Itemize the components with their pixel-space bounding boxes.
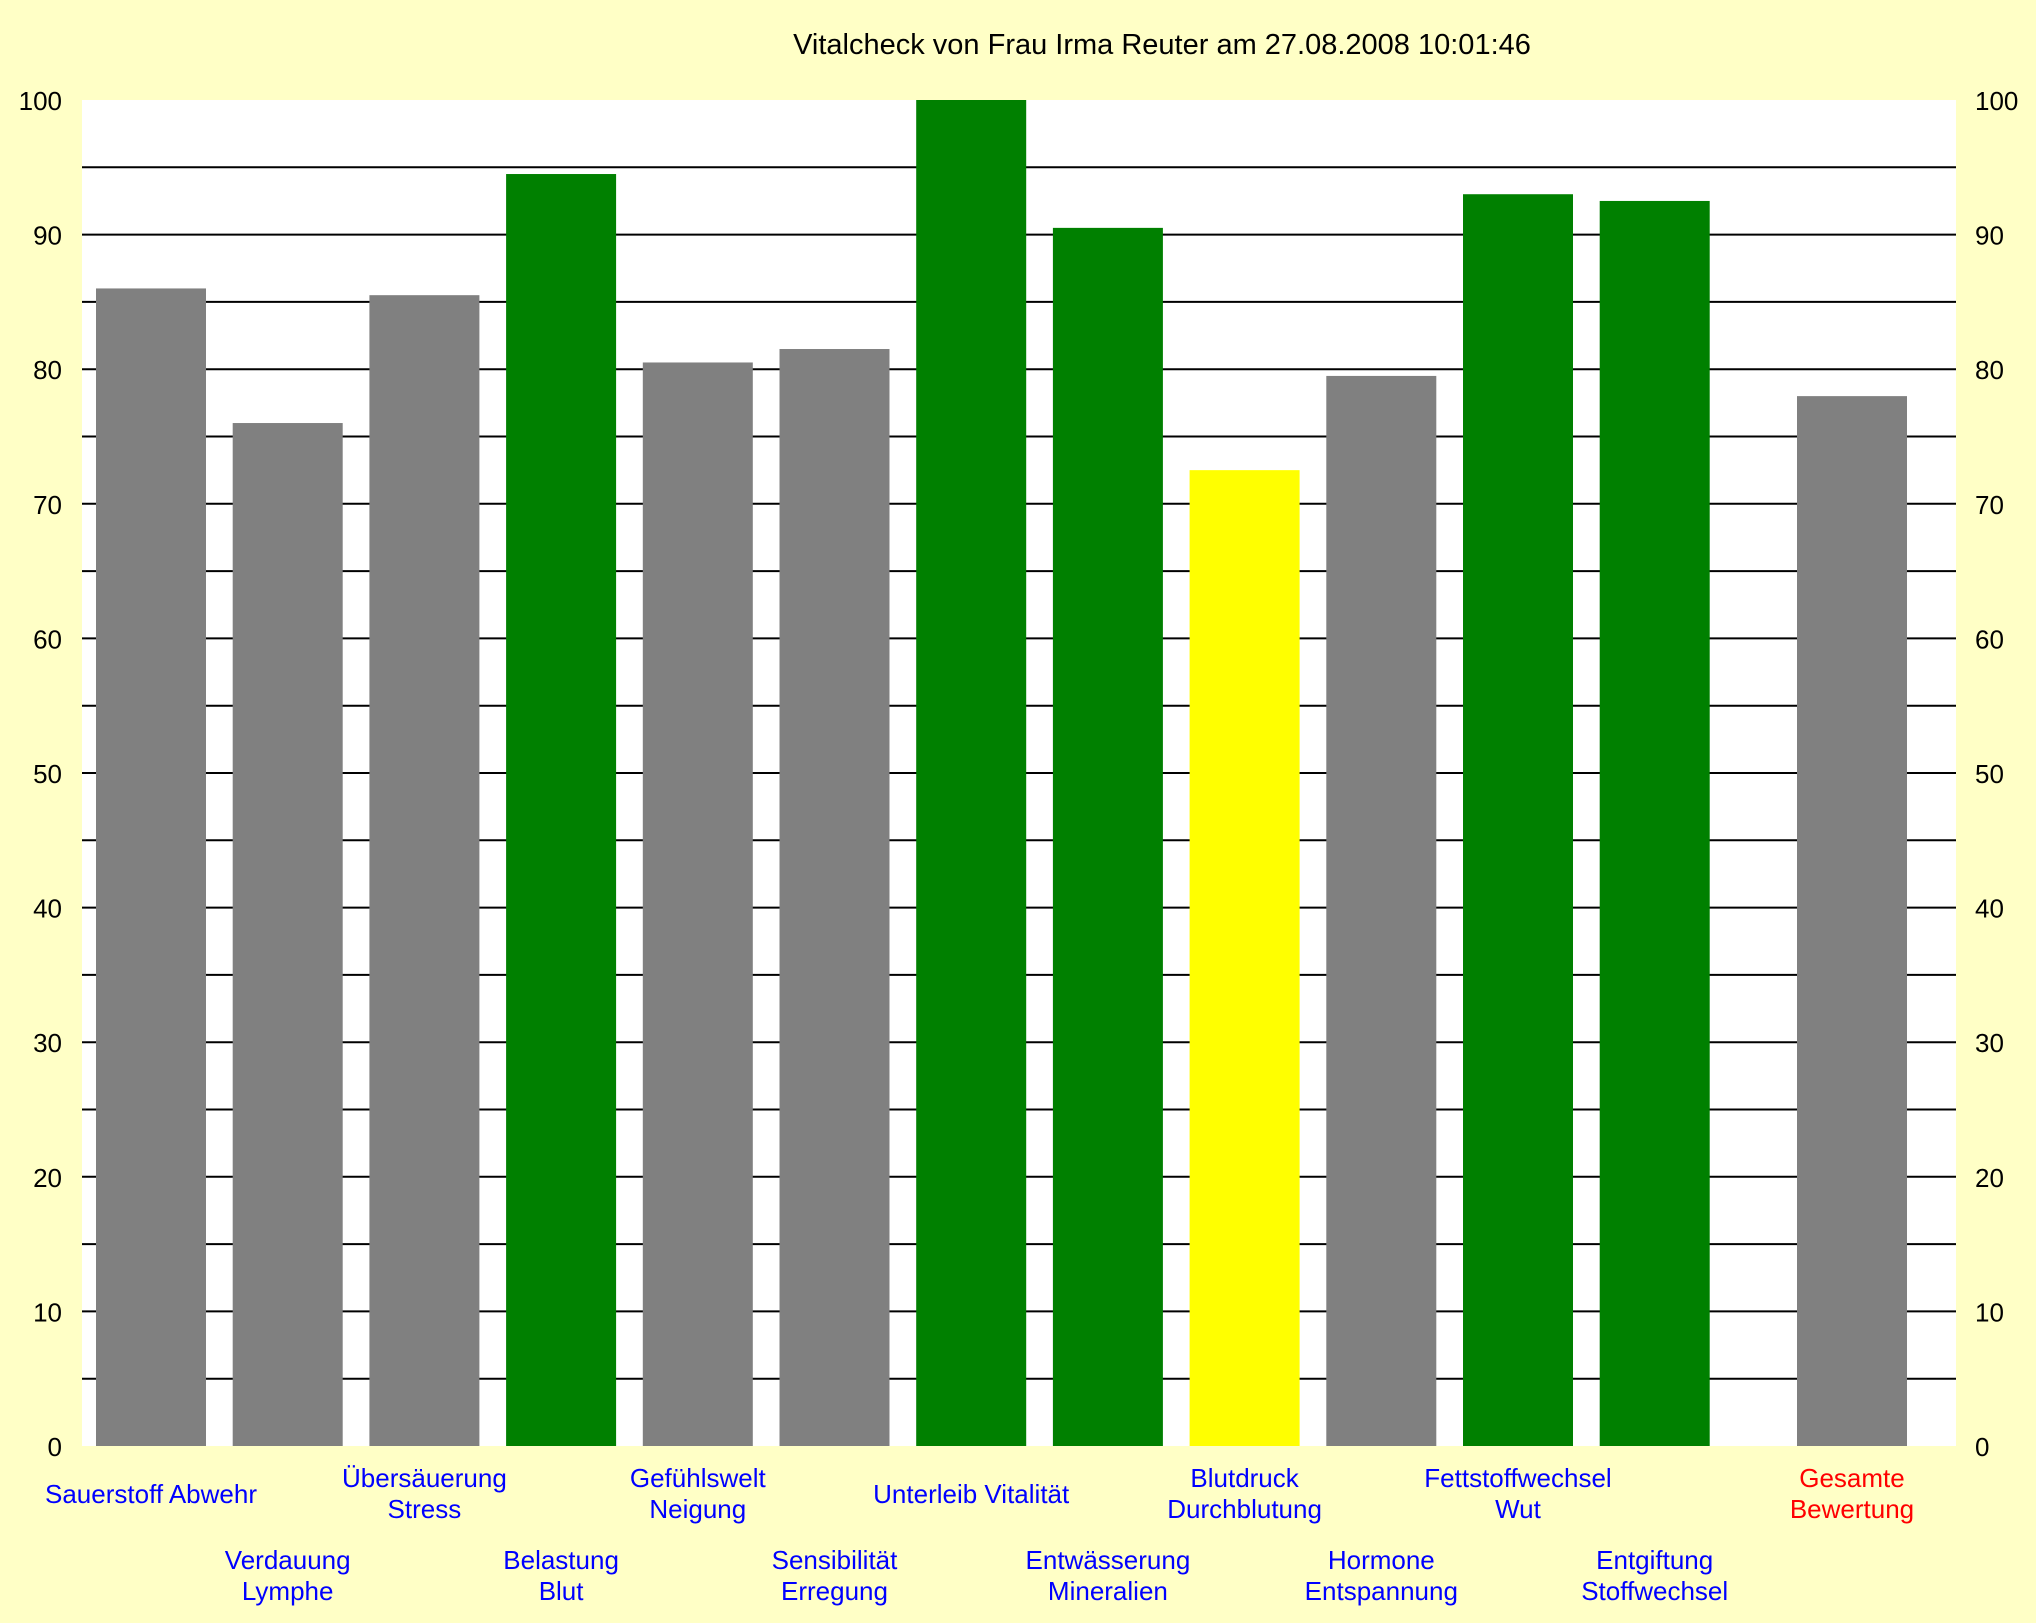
y-tick-label: 0 <box>48 1432 62 1462</box>
category-label: Fettstoffwechsel <box>1424 1463 1611 1493</box>
y-tick-label: 70 <box>33 490 62 520</box>
category-label: Gefühlswelt <box>630 1463 767 1493</box>
category-label: Verdauung <box>225 1545 351 1575</box>
bar <box>642 362 753 1447</box>
y-tick-label: 30 <box>33 1028 62 1058</box>
bar <box>369 295 480 1446</box>
y-tick-label-right: 90 <box>1975 221 2004 251</box>
category-label: Entgiftung <box>1596 1545 1713 1575</box>
category-label: Blut <box>539 1576 585 1606</box>
category-label: Durchblutung <box>1167 1494 1322 1524</box>
y-tick-label-right: 70 <box>1975 490 2004 520</box>
category-label: Entwässerung <box>1026 1545 1191 1575</box>
bar <box>1326 375 1437 1447</box>
category-label: Gesamte <box>1799 1463 1905 1493</box>
category-label: Belastung <box>503 1545 619 1575</box>
category-label: Wut <box>1495 1494 1542 1524</box>
category-label: Blutdruck <box>1190 1463 1299 1493</box>
bar <box>1797 396 1907 1446</box>
bar <box>1599 200 1710 1447</box>
category-label: Übersäuerung <box>342 1463 507 1493</box>
category-label: Neigung <box>649 1494 746 1524</box>
bar <box>779 349 890 1446</box>
y-tick-label-right: 100 <box>1975 86 2018 116</box>
y-tick-label: 40 <box>33 894 62 924</box>
y-tick-label: 10 <box>33 1297 62 1327</box>
y-tick-label-right: 10 <box>1975 1297 2004 1327</box>
bar <box>1052 227 1163 1446</box>
y-tick-label: 20 <box>33 1163 62 1193</box>
category-label: Bewertung <box>1790 1494 1914 1524</box>
category-label: Sauerstoff Abwehr <box>45 1479 257 1509</box>
y-tick-label-right: 60 <box>1975 624 2004 654</box>
category-label: Lymphe <box>242 1576 334 1606</box>
y-tick-label: 60 <box>33 624 62 654</box>
chart-title: Vitalcheck von Frau Irma Reuter am 27.08… <box>793 29 1531 61</box>
y-tick-label: 90 <box>33 221 62 251</box>
y-tick-label-right: 80 <box>1975 355 2004 385</box>
y-tick-label: 100 <box>19 86 62 116</box>
y-tick-label-right: 50 <box>1975 759 2004 789</box>
y-tick-label-right: 0 <box>1975 1432 1989 1462</box>
y-axis-left: 0 10 20 30 40 50 60 70 80 90 100 <box>19 86 62 1462</box>
y-tick-label-right: 30 <box>1975 1028 2004 1058</box>
bar <box>1189 470 1300 1446</box>
category-label: Stress <box>388 1494 462 1524</box>
category-label: Unterleib Vitalität <box>873 1479 1070 1509</box>
category-label: Sensibilität <box>772 1545 899 1575</box>
y-axis-right: 0 10 20 30 40 50 60 70 80 90 100 <box>1975 86 2018 1462</box>
y-tick-label: 80 <box>33 355 62 385</box>
category-label: Mineralien <box>1048 1576 1168 1606</box>
y-tick-label-right: 40 <box>1975 894 2004 924</box>
category-label: Entspannung <box>1305 1576 1458 1606</box>
bar <box>506 174 617 1446</box>
bar <box>1463 194 1573 1447</box>
category-label: Hormone <box>1328 1545 1435 1575</box>
category-label: Erregung <box>781 1576 888 1606</box>
bar <box>96 288 206 1447</box>
bar <box>232 423 343 1446</box>
category-label: Stoffwechsel <box>1581 1576 1728 1606</box>
bars <box>96 100 1907 1447</box>
y-tick-label-right: 20 <box>1975 1163 2004 1193</box>
bar <box>916 100 1027 1446</box>
y-tick-label: 50 <box>33 759 62 789</box>
